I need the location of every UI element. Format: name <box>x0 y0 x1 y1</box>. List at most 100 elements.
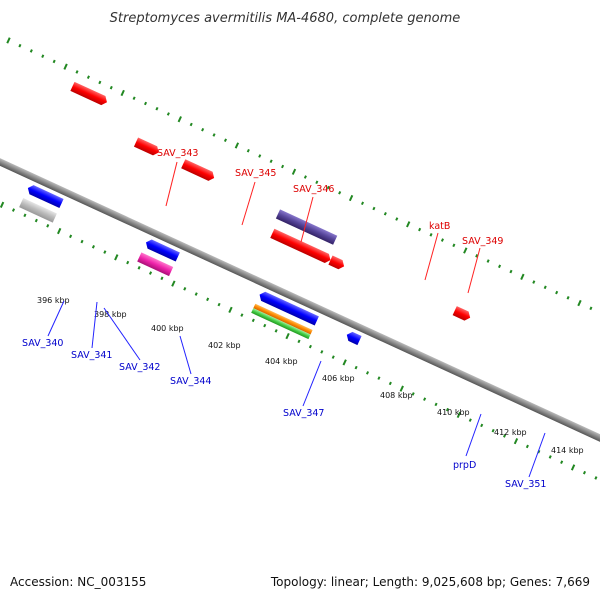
gene-label-sav-346[interactable]: SAV_346 <box>293 184 334 195</box>
reverse-tick <box>137 266 141 270</box>
forward-tick <box>86 75 90 79</box>
reverse-tick <box>23 213 27 218</box>
forward-tick <box>360 201 365 206</box>
gene-sav-345[interactable] <box>133 137 161 157</box>
forward-tick <box>41 54 45 58</box>
callout-line-sav-342 <box>103 307 141 361</box>
reverse-tick <box>297 339 301 344</box>
gene-label-sav-341[interactable]: SAV_341 <box>71 350 112 361</box>
reverse-tick <box>285 332 290 340</box>
tick-label-408: 408 kbp <box>380 391 413 400</box>
gene-prpd[interactable] <box>257 290 319 326</box>
feature-prpd-green[interactable] <box>251 308 311 340</box>
reverse-tick <box>57 227 62 235</box>
reverse-tick <box>91 245 95 249</box>
reverse-tick <box>228 306 233 313</box>
reverse-tick <box>274 329 278 333</box>
reverse-tick <box>126 260 130 265</box>
gene-sav-348[interactable] <box>270 228 332 265</box>
forward-tick <box>258 154 262 158</box>
callout-line-sav-341 <box>91 301 98 349</box>
gene-sav-347[interactable] <box>144 238 180 262</box>
forward-tick <box>6 37 11 44</box>
genome-backbone <box>0 87 600 513</box>
gene-label-sav-344[interactable]: SAV_344 <box>170 376 211 387</box>
reverse-tick <box>503 434 507 438</box>
reverse-tick <box>570 464 576 471</box>
feature-sav-344-gray[interactable] <box>19 198 57 223</box>
reverse-tick <box>480 423 484 428</box>
forward-tick-row <box>6 37 593 311</box>
tick-label-412: 412 kbp <box>494 428 527 437</box>
callout-line-sav-345 <box>241 181 256 226</box>
reverse-tick <box>148 271 153 275</box>
gene-label-sav-340[interactable]: SAV_340 <box>22 338 63 349</box>
reverse-tick <box>411 392 415 396</box>
gene-label-sav-351[interactable]: SAV_351 <box>505 479 546 490</box>
forward-tick <box>520 273 525 280</box>
reverse-tick <box>354 365 358 370</box>
gene-label-sav-342[interactable]: SAV_342 <box>119 362 160 373</box>
reverse-tick <box>560 460 564 464</box>
tick-label-406: 406 kbp <box>322 374 355 383</box>
callout-line-sav-349 <box>467 247 481 294</box>
reverse-tick <box>308 344 312 349</box>
reverse-tick <box>331 355 335 359</box>
forward-tick <box>189 122 193 127</box>
reverse-tick <box>434 402 438 407</box>
forward-tick <box>109 85 113 90</box>
gene-label-sav-343[interactable]: SAV_343 <box>157 148 198 159</box>
tick-label-410: 410 kbp <box>437 408 470 417</box>
gene-label-sav-345[interactable]: SAV_345 <box>235 168 276 179</box>
reverse-tick <box>240 313 244 317</box>
reverse-tick <box>206 297 210 302</box>
gene-label-sav-347[interactable]: SAV_347 <box>283 408 324 419</box>
gene-label-prpd[interactable]: prpD <box>453 460 476 471</box>
gene-sav-350[interactable] <box>452 306 473 322</box>
reverse-tick <box>342 359 347 366</box>
feature-prpd-orange[interactable] <box>253 303 313 335</box>
reverse-tick <box>468 418 472 422</box>
forward-tick <box>475 254 479 258</box>
tick-label-402: 402 kbp <box>208 341 241 350</box>
reverse-tick <box>263 323 267 328</box>
reverse-tick <box>525 444 529 449</box>
reverse-tick-row <box>0 201 598 480</box>
forward-tick <box>463 247 468 254</box>
callout-line-sav-351 <box>528 432 546 478</box>
reverse-tick <box>377 376 381 380</box>
gene-sav-343[interactable] <box>70 81 109 107</box>
genome-title: Streptomyces avermitilis MA-4680, comple… <box>110 11 461 26</box>
forward-tick <box>223 138 228 143</box>
callout-line-sav-343 <box>165 161 178 207</box>
gene-sav-351[interactable] <box>345 330 362 346</box>
reverse-tick <box>582 470 587 475</box>
gene-katb[interactable] <box>275 209 338 245</box>
forward-tick <box>291 168 297 175</box>
forward-tick <box>383 211 387 216</box>
gene-label-sav-349[interactable]: SAV_349 <box>462 236 503 247</box>
tick-label-414: 414 kbp <box>551 446 584 455</box>
forward-tick <box>75 70 79 74</box>
reverse-tick <box>183 287 187 291</box>
reverse-tick <box>46 224 50 228</box>
reverse-tick <box>194 292 198 296</box>
gene-sav-346[interactable] <box>181 159 216 182</box>
forward-tick <box>395 217 399 221</box>
reverse-tick <box>513 438 519 445</box>
gene-sav-349[interactable] <box>328 255 346 271</box>
reverse-callouts <box>47 300 546 478</box>
tick-label-404: 404 kbp <box>265 357 298 366</box>
forward-tick <box>18 43 22 48</box>
reverse-tick <box>445 407 449 412</box>
callout-line-katb <box>424 232 439 281</box>
gene-label-katb[interactable]: katB <box>429 221 450 232</box>
forward-tick <box>440 238 444 242</box>
gene-sav-344[interactable] <box>26 184 64 209</box>
tick-label-400: 400 kbp <box>151 324 184 333</box>
feature-sav-347-magenta[interactable] <box>137 252 174 277</box>
forward-tick <box>532 280 536 284</box>
reverse-tick <box>548 455 552 459</box>
tick-label-398: 398 kbp <box>94 310 127 319</box>
